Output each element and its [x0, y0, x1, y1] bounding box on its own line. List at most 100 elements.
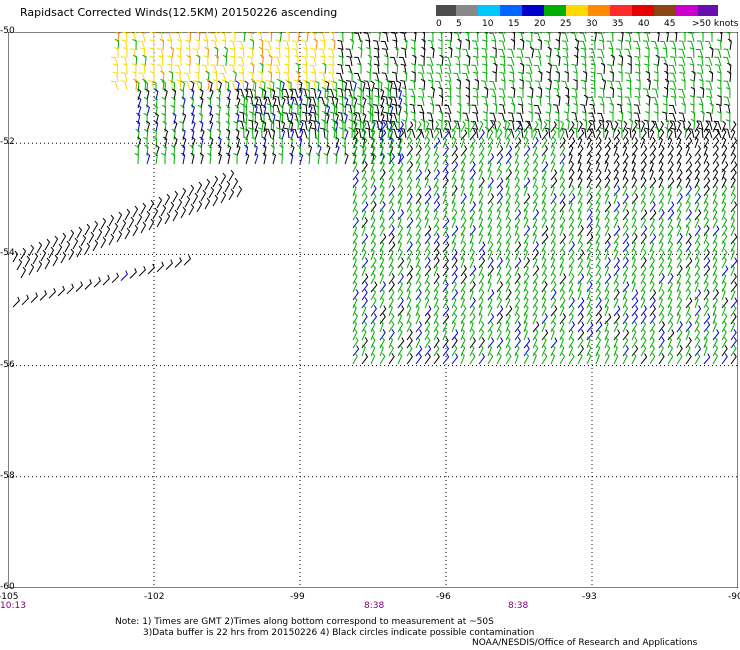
wind-barb: [122, 63, 128, 75]
wind-barb: [577, 352, 583, 365]
wind-barb: [275, 87, 281, 99]
wind-barb: [442, 345, 450, 357]
wind-barb: [453, 120, 461, 131]
wind-barb: [324, 128, 329, 141]
wind-barb: [658, 321, 666, 333]
wind-barb: [315, 120, 321, 133]
wind-barb: [568, 193, 576, 205]
wind-barb: [694, 128, 700, 141]
wind-barb: [253, 104, 258, 117]
wind-barb: [514, 224, 519, 237]
wind-barb: [568, 208, 575, 221]
wind-barb: [518, 103, 524, 115]
wind-barb: [457, 38, 462, 51]
wind-barb: [678, 56, 686, 67]
wind-barb: [577, 264, 584, 277]
wind-barb: [608, 47, 614, 59]
wind-barb: [669, 64, 677, 75]
wind-barb: [609, 70, 614, 83]
wind-barb: [534, 80, 542, 91]
wind-barb: [329, 32, 335, 43]
wind-barb: [358, 38, 363, 51]
wind-barb: [532, 280, 538, 293]
wind-barb: [547, 102, 552, 115]
wind-barb: [354, 56, 362, 67]
wind-barb: [471, 104, 479, 115]
wind-barb: [207, 152, 212, 165]
wind-barb: [514, 329, 521, 341]
wind-barb: [642, 88, 650, 99]
wind-barb: [147, 80, 155, 91]
wind-barb: [308, 104, 313, 117]
wind-barb: [442, 224, 449, 237]
wind-barb: [532, 128, 538, 141]
wind-barb: [262, 104, 267, 117]
wind-barb: [415, 272, 421, 285]
wind-barb: [180, 80, 186, 93]
colorbar-swatch: [456, 5, 478, 16]
wind-barb: [478, 328, 485, 341]
wind-barb: [721, 304, 726, 317]
wind-barb: [406, 200, 412, 213]
wind-barb: [378, 120, 384, 133]
wind-barb: [192, 80, 200, 91]
wind-barb: [123, 47, 128, 59]
wind-barb: [574, 118, 579, 131]
wind-barb: [349, 38, 354, 51]
wind-barb: [116, 230, 123, 243]
wind-barb: [365, 39, 371, 51]
wind-barb: [196, 200, 203, 213]
wind-barb: [411, 70, 416, 83]
wind-barb: [455, 47, 461, 59]
wind-barb: [314, 96, 320, 109]
wind-barb: [606, 120, 614, 131]
wind-barb: [379, 144, 384, 157]
wind-barb: [489, 80, 497, 91]
wind-barb: [281, 128, 286, 141]
wind-barb: [379, 121, 387, 133]
wind-barb: [357, 103, 362, 115]
x-tick-label: -90: [728, 592, 740, 602]
wind-barb: [471, 64, 479, 75]
wind-barb: [370, 192, 377, 205]
wind-barb: [604, 336, 609, 349]
wind-barb: [128, 216, 135, 229]
wind-barb: [597, 32, 605, 43]
wind-barb: [590, 71, 596, 83]
wind-barb: [433, 273, 440, 285]
wind-barb: [703, 321, 711, 333]
wind-barb: [380, 40, 389, 51]
wind-barb: [321, 79, 326, 91]
wind-barb: [278, 32, 283, 43]
wind-barb: [437, 32, 443, 43]
wind-barb: [236, 40, 245, 51]
wind-barb: [694, 320, 700, 333]
wind-barb: [370, 305, 377, 317]
wind-barb: [367, 62, 372, 75]
wind-barb: [730, 344, 737, 357]
wind-barb: [214, 54, 219, 67]
wind-barb: [617, 39, 623, 51]
wind-barb: [559, 264, 564, 277]
wind-barb: [532, 352, 537, 365]
wind-barb: [604, 152, 610, 165]
wind-barb: [322, 62, 327, 75]
wind-barb: [410, 95, 416, 107]
wind-barb: [240, 103, 245, 115]
wind-barb: [676, 336, 682, 349]
wind-barb: [235, 80, 240, 93]
wind-barb: [380, 112, 385, 125]
wind-barb: [568, 216, 575, 229]
wind-barb: [120, 270, 128, 281]
y-tick-label: -50: [0, 26, 15, 36]
wind-barb: [541, 225, 549, 237]
wind-barb: [645, 102, 651, 115]
wind-barb: [308, 120, 313, 133]
wind-barb: [487, 256, 494, 269]
speed-colorbar: [436, 5, 718, 16]
wind-barb: [111, 272, 119, 284]
wind-barb: [703, 208, 709, 221]
wind-barb: [487, 232, 492, 245]
wind-barb: [237, 64, 245, 75]
wind-barb: [108, 214, 115, 227]
